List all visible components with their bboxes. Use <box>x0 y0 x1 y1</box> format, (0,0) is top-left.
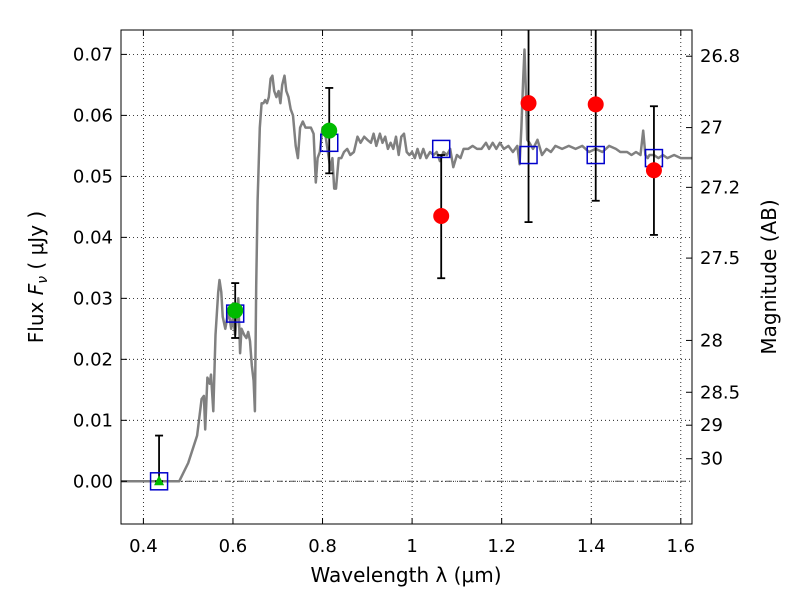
observed-point-green <box>321 122 338 139</box>
magnitude-tick-label: 29 <box>700 415 723 436</box>
x-axis-label: Wavelength λ (μm) <box>310 563 501 587</box>
magnitude-tick-label: 27 <box>700 118 723 139</box>
x-tick-label: 1.2 <box>487 536 516 557</box>
y-tick-label: 0.04 <box>73 227 113 248</box>
upper-limit-triangle <box>154 475 165 486</box>
model-spectrum-line <box>121 48 692 483</box>
ticks: 0.4 0.6 0.8 1 1.2 1.4 1.6 0.00 0.01 0.02 0.03 0.04 0… <box>73 30 740 557</box>
y-tick-label: 0.02 <box>73 349 113 370</box>
magnitude-tick-label: 28 <box>700 330 723 351</box>
y-axis-label-prefix: Flux <box>24 295 48 343</box>
y-tick-label: 0.06 <box>73 105 113 126</box>
model-photometry-square <box>519 145 538 165</box>
series-layer <box>121 30 692 491</box>
y-tick-label: 0.01 <box>73 410 113 431</box>
y-tick-label: 0.07 <box>73 44 113 65</box>
y-axis-label: Flux Fν ( μJy ) <box>24 211 51 343</box>
x-tick-label: 1.6 <box>666 536 695 557</box>
y-tick-label: 0.00 <box>73 471 113 492</box>
plot-background <box>121 30 692 524</box>
y-tick-label: 0.03 <box>73 288 113 309</box>
observed-point-green <box>227 302 244 319</box>
magnitude-tick-label: 28.5 <box>700 382 740 403</box>
y-axis-label-subscript: ν <box>35 276 51 284</box>
y-axis-label-symbol: F <box>24 283 48 295</box>
observed-point-red <box>433 208 450 225</box>
plot-area-background <box>121 30 692 524</box>
y2-axis-label: Magnitude (AB) <box>757 199 781 354</box>
magnitude-tick-label: 27.5 <box>700 248 740 269</box>
magnitude-tick-label: 27.2 <box>700 177 740 198</box>
x-tick-label: 0.4 <box>129 536 158 557</box>
model-photometry-square <box>149 472 169 491</box>
y-axis-label-suffix: ( μJy ) <box>24 211 48 276</box>
x-tick-label: 1.4 <box>577 536 606 557</box>
model-photometry-square <box>431 139 451 159</box>
observed-point-red <box>645 162 662 179</box>
plot-frame <box>120 29 693 525</box>
x-tick-label: 0.6 <box>219 536 248 557</box>
y-tick-label: 0.05 <box>73 166 113 187</box>
model-photometry-square <box>586 145 605 165</box>
x-tick-label: 0.8 <box>308 536 337 557</box>
observed-point-red <box>587 96 604 113</box>
x-tick-label: 1 <box>406 536 417 557</box>
magnitude-tick-label: 26.8 <box>700 46 740 67</box>
observed-point-red <box>520 95 537 112</box>
magnitude-tick-label: 30 <box>700 449 723 470</box>
